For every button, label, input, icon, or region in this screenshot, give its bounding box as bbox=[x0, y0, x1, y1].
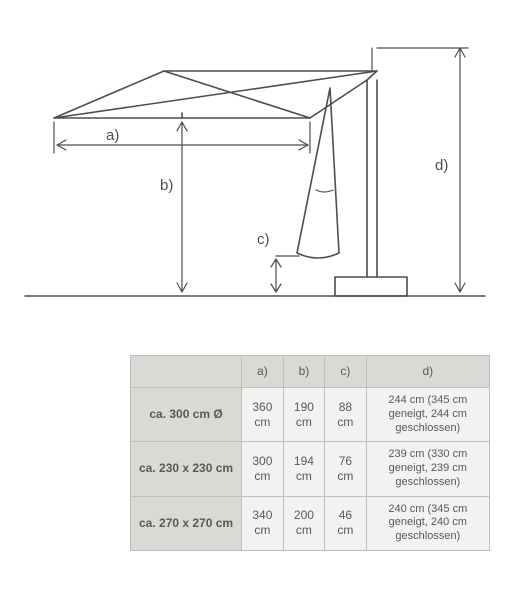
table-row: ca. 230 x 230 cm 300 cm 194 cm 76 cm 239… bbox=[131, 442, 490, 496]
dimensions-table: a) b) c) d) ca. 300 cm Ø 360 cm 190 cm 8… bbox=[130, 355, 490, 551]
cell-c: 88 cm bbox=[325, 388, 366, 442]
table-header-a: a) bbox=[242, 356, 284, 388]
cell-a: 340 cm bbox=[242, 496, 284, 550]
table-header-b: b) bbox=[283, 356, 325, 388]
cell-c: 46 cm bbox=[325, 496, 366, 550]
cell-b: 200 cm bbox=[283, 496, 325, 550]
dim-label-b: b) bbox=[160, 177, 173, 194]
cell-b: 190 cm bbox=[283, 388, 325, 442]
cell-c: 76 cm bbox=[325, 442, 366, 496]
table-header-c: c) bbox=[325, 356, 366, 388]
cell-d: 239 cm (330 cm geneigt, 239 cm geschloss… bbox=[366, 442, 489, 496]
cell-d: 240 cm (345 cm geneigt, 240 cm geschloss… bbox=[366, 496, 489, 550]
dim-label-c: c) bbox=[257, 231, 270, 248]
cell-a: 360 cm bbox=[242, 388, 284, 442]
cell-a: 300 cm bbox=[242, 442, 284, 496]
table-header-row: a) b) c) d) bbox=[131, 356, 490, 388]
page: a) b) c) d) a) b) c) d) bbox=[0, 0, 510, 595]
cell-d: 244 cm (345 cm geneigt, 244 cm geschloss… bbox=[366, 388, 489, 442]
table-header-blank bbox=[131, 356, 242, 388]
dim-label-d: d) bbox=[435, 157, 448, 174]
umbrella-diagram: a) b) c) d) bbox=[20, 28, 490, 328]
dim-label-a: a) bbox=[106, 127, 119, 144]
row-label: ca. 300 cm Ø bbox=[131, 388, 242, 442]
table-row: ca. 300 cm Ø 360 cm 190 cm 88 cm 244 cm … bbox=[131, 388, 490, 442]
table-header-d: d) bbox=[366, 356, 489, 388]
row-label: ca. 230 x 230 cm bbox=[131, 442, 242, 496]
table-row: ca. 270 x 270 cm 340 cm 200 cm 46 cm 240… bbox=[131, 496, 490, 550]
row-label: ca. 270 x 270 cm bbox=[131, 496, 242, 550]
cell-b: 194 cm bbox=[283, 442, 325, 496]
